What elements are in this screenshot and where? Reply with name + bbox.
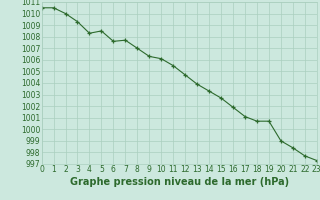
X-axis label: Graphe pression niveau de la mer (hPa): Graphe pression niveau de la mer (hPa)	[70, 177, 289, 187]
